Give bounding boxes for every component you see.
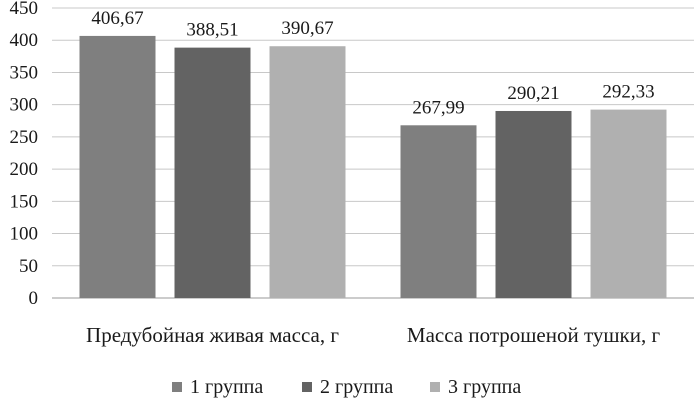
legend-label: 3 группа xyxy=(448,376,521,398)
data-label: 290,21 xyxy=(507,83,559,104)
legend-label: 2 группа xyxy=(320,376,393,398)
gridlines xyxy=(52,7,694,299)
category-label: Предубойная живая масса, г xyxy=(86,323,339,347)
legend-swatch xyxy=(430,382,440,392)
bar xyxy=(269,46,346,298)
bars xyxy=(79,35,667,299)
legend: 1 группа 2 группа 3 группа xyxy=(172,376,521,398)
bar xyxy=(400,125,477,298)
category-label: Масса потрошеной тушки, г xyxy=(407,323,661,347)
y-tick-label: 150 xyxy=(10,191,39,212)
legend-swatch xyxy=(172,382,182,392)
x-axis: Предубойная живая масса, г Масса потрошен… xyxy=(86,323,660,347)
legend-swatch xyxy=(302,382,312,392)
bar xyxy=(495,110,572,299)
data-label: 406,67 xyxy=(91,8,143,29)
y-axis: 0 50 100 150 200 250 300 350 400 450 xyxy=(10,0,39,309)
y-tick-label: 100 xyxy=(10,224,39,245)
y-tick-label: 350 xyxy=(10,62,39,83)
y-tick-label: 0 xyxy=(29,288,39,309)
y-tick-label: 250 xyxy=(10,127,39,148)
bar xyxy=(79,35,156,299)
data-labels: 406,67 388,51 390,67 267,99 290,21 292,33 xyxy=(91,8,654,118)
y-tick-label: 300 xyxy=(10,95,39,116)
data-label: 390,67 xyxy=(281,18,333,39)
bar xyxy=(174,47,251,298)
data-label: 388,51 xyxy=(186,20,238,41)
y-tick-label: 50 xyxy=(19,256,38,277)
data-label: 292,33 xyxy=(602,82,654,103)
bar xyxy=(590,109,667,298)
data-label: 267,99 xyxy=(412,97,464,118)
y-tick-label: 400 xyxy=(10,30,39,51)
legend-label: 1 группа xyxy=(190,376,263,398)
y-tick-label: 450 xyxy=(10,0,39,19)
y-tick-label: 200 xyxy=(10,159,39,180)
